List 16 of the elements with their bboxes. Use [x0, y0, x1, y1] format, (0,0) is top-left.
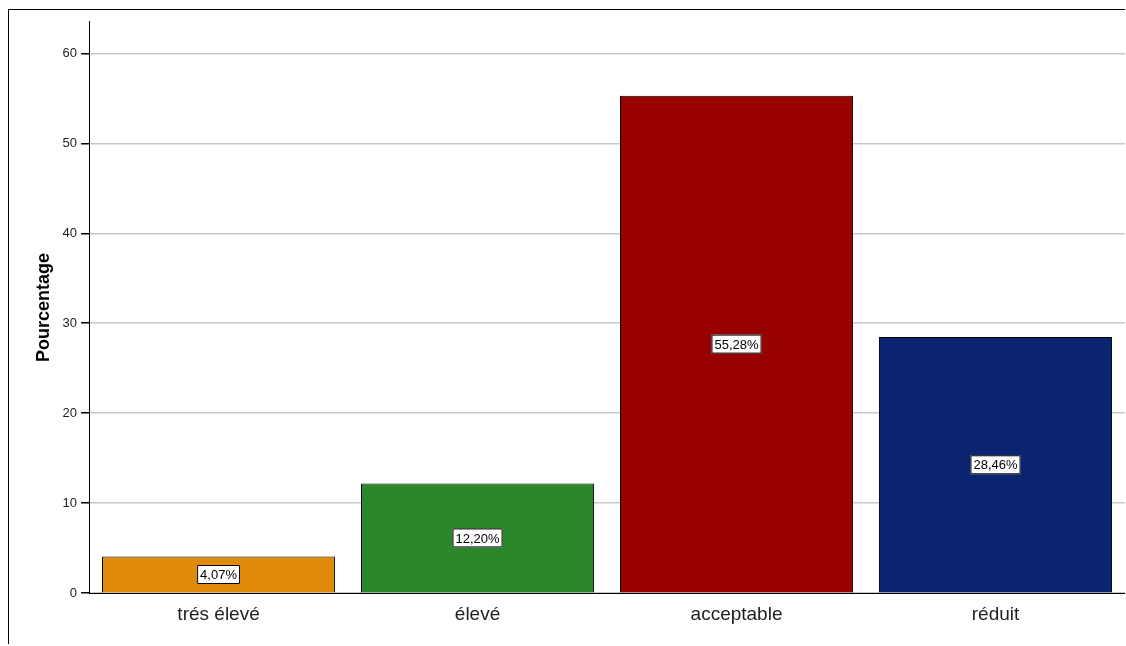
- data-label: 4,07%: [200, 567, 238, 583]
- y-tick-label: 60: [62, 44, 78, 60]
- x-tick-label: élevé: [454, 602, 501, 624]
- y-tick-label: 50: [62, 134, 78, 150]
- x-tick-label: trés élevé: [177, 602, 260, 624]
- y-tick-label: 40: [62, 224, 78, 240]
- y-tick-label: 20: [62, 404, 78, 420]
- y-tick-label: 0: [69, 584, 78, 600]
- x-tick-label: acceptable: [690, 602, 783, 624]
- y-tick-label: 10: [62, 494, 78, 510]
- y-tick-label: 30: [62, 314, 78, 330]
- y-axis-title: Pourcentage: [32, 252, 53, 363]
- data-label: 28,46%: [973, 457, 1018, 473]
- x-tick-label: réduit: [971, 602, 1020, 624]
- data-label: 55,28%: [714, 336, 760, 352]
- data-label: 12,20%: [455, 530, 501, 546]
